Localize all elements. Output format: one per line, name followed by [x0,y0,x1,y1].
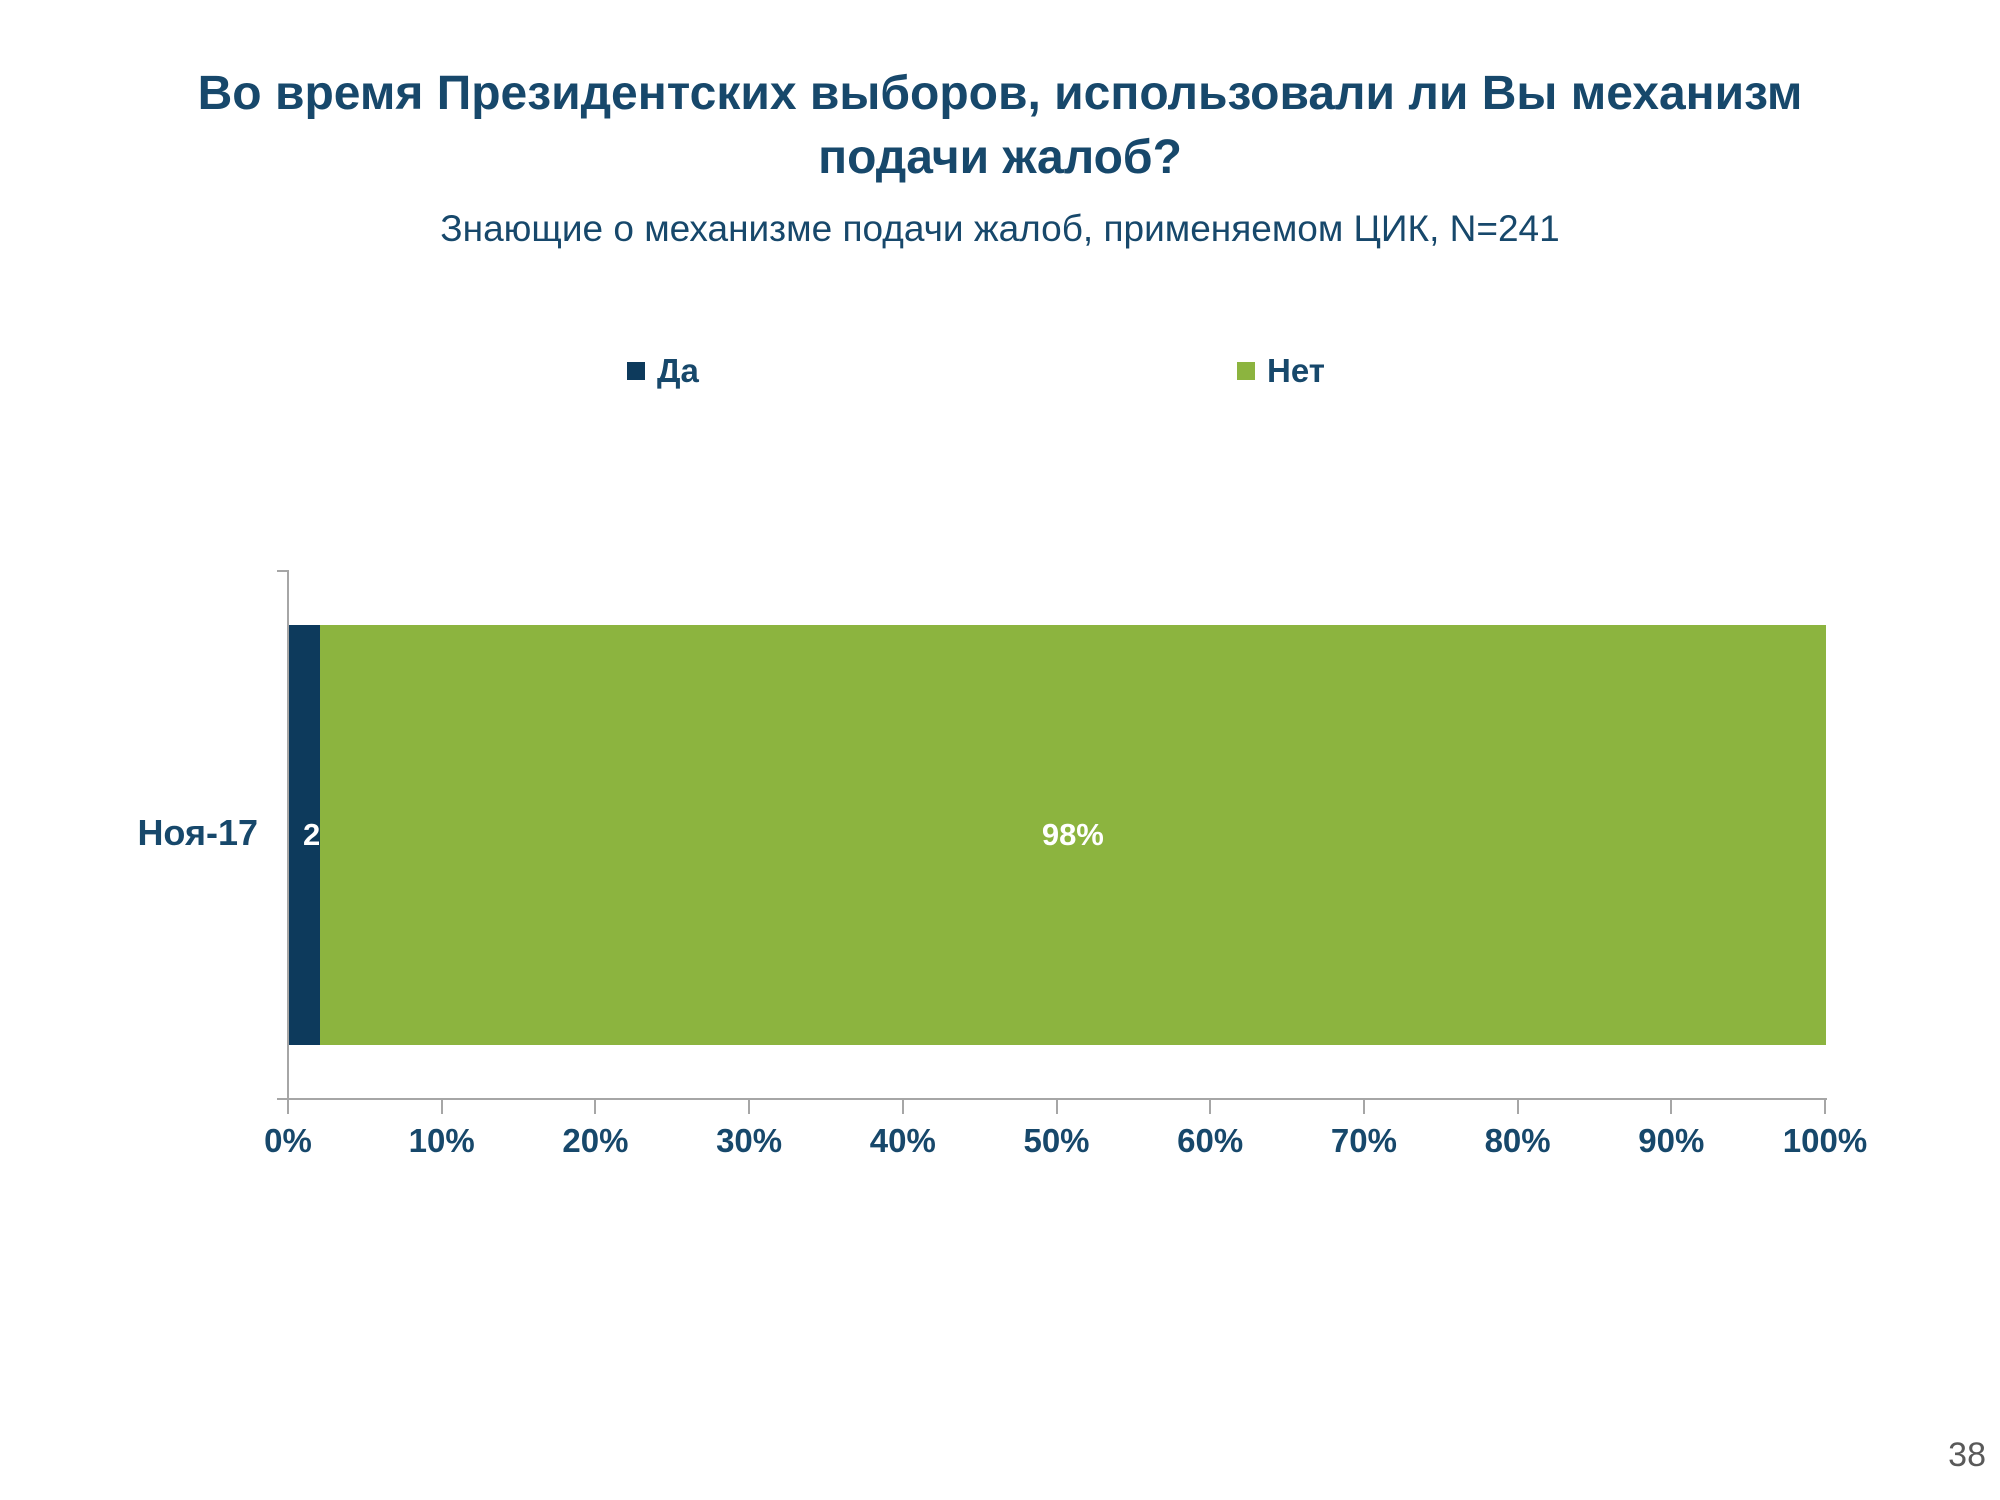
x-axis-tick [748,1098,751,1114]
bar-segment-da: 2% [289,625,348,1045]
x-axis-line [277,1098,1827,1100]
y-axis-line [287,570,289,1100]
legend-label-net: Нет [1267,352,1325,389]
bar-label-net: 98% [1041,817,1104,852]
x-tick-label: 70% [1330,1122,1397,1159]
x-axis-tick [440,1098,443,1114]
category-label: Ноя-17 [137,812,258,853]
chart-title-line1: Во время Президентских выборов, использо… [197,67,1803,120]
chart-title-line2: подачи жалоб? [818,131,1182,184]
x-tick-label: 60% [1177,1122,1244,1159]
chart-subtitle: Знающие о механизме подачи жалоб, примен… [440,208,1560,249]
legend-label-da: Да [657,352,699,389]
legend-item-da: Да [627,352,699,390]
x-tick-label: 90% [1638,1122,1705,1159]
x-tick-label: 20% [562,1122,629,1159]
x-axis-tick [594,1098,597,1114]
legend-swatch-da [627,362,645,380]
x-axis-tick [1209,1098,1212,1114]
page-number: 38 [1948,1436,1986,1474]
bar-segment-net: 98% [319,625,1826,1045]
x-tick-label: 100% [1782,1122,1868,1159]
x-tick-label: 10% [408,1122,475,1159]
x-axis-tick [1055,1098,1058,1114]
x-axis-tick [901,1098,904,1114]
x-tick-label: 0% [264,1122,312,1159]
chart-title: Во время Президентских выборов, использо… [0,62,2000,190]
x-tick-label: 40% [869,1122,936,1159]
x-tick-label: 80% [1484,1122,1551,1159]
x-tick-label: 50% [1023,1122,1090,1159]
x-axis-tick [1516,1098,1519,1114]
x-axis-tick [1824,1098,1826,1114]
x-axis-tick [1362,1098,1365,1114]
x-tick-label: 30% [716,1122,783,1159]
legend-item-net: Нет [1237,352,1325,390]
x-axis-tick [287,1098,289,1114]
y-axis-top-tick [277,570,288,572]
x-axis-tick [1670,1098,1673,1114]
legend-swatch-net [1237,362,1255,380]
